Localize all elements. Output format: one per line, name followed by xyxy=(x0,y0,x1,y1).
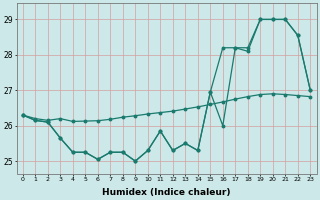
X-axis label: Humidex (Indice chaleur): Humidex (Indice chaleur) xyxy=(102,188,231,197)
